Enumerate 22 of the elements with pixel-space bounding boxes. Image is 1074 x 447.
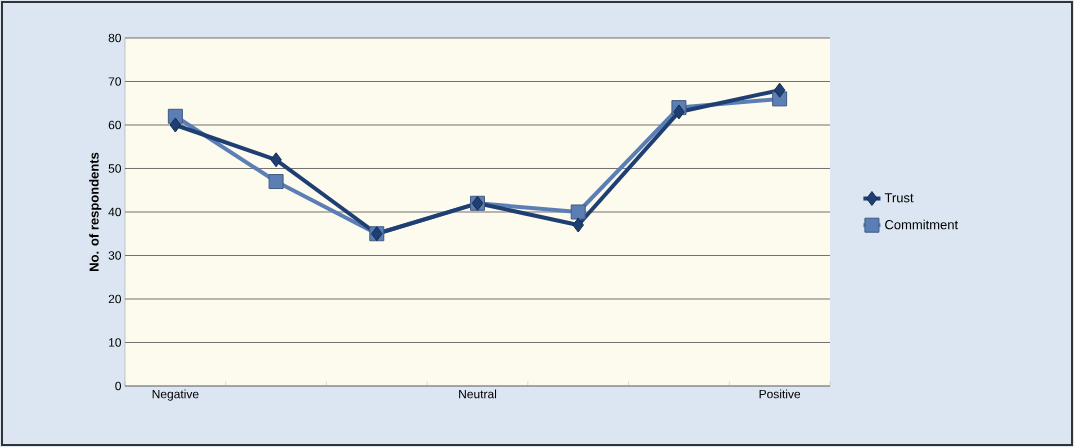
x-tick-label: Positive bbox=[759, 389, 801, 399]
point bbox=[169, 117, 182, 133]
point bbox=[773, 82, 786, 98]
x-tick-label: Negative bbox=[152, 389, 199, 401]
point bbox=[570, 204, 586, 220]
x-tick-label: Neutral bbox=[459, 389, 497, 399]
y-tick-label: 50 bbox=[108, 164, 122, 173]
point bbox=[270, 152, 282, 168]
point bbox=[268, 174, 284, 190]
y-axis-title: No. of respondents bbox=[89, 152, 102, 271]
y-tick-label: 70 bbox=[108, 77, 122, 86]
y-tick-label: 40 bbox=[108, 207, 122, 217]
legend-label: Trust bbox=[884, 193, 914, 203]
y-tick-label: 60 bbox=[108, 120, 122, 130]
y-tick-label: 30 bbox=[108, 251, 122, 260]
legend-label: Commitment bbox=[885, 219, 959, 230]
point bbox=[572, 217, 584, 233]
y-tick-label: 0 bbox=[115, 381, 122, 391]
y-tick-label: 80 bbox=[108, 33, 122, 43]
y-tick-label: 10 bbox=[109, 338, 122, 347]
point bbox=[673, 104, 685, 120]
y-tick-label: 20 bbox=[108, 294, 122, 304]
